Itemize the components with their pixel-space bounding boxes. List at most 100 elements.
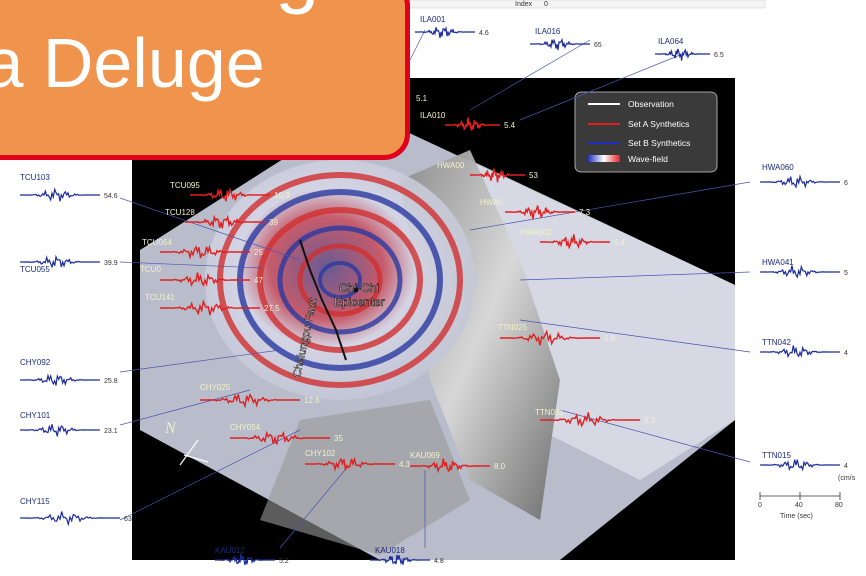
index-strip <box>409 0 766 9</box>
station-amplitude: 4 <box>844 350 848 357</box>
map-station-label: TTN025 <box>498 323 527 332</box>
map-station-amplitude: 2.8 <box>604 334 616 343</box>
station-trace <box>20 187 100 202</box>
map-station-label: TCU095 <box>170 181 200 190</box>
legend-swatch-wavefield <box>588 155 620 162</box>
connector-lines <box>119 29 751 549</box>
map-station-trace <box>160 272 250 287</box>
north-arrow: N <box>164 420 209 466</box>
map-station-amplitude: 39 <box>269 218 278 227</box>
map-station-amplitude: 5.4 <box>614 238 626 247</box>
map-station-label: TCU141 <box>145 293 175 302</box>
scale-unit-label: (cm/s <box>838 475 856 482</box>
legend-item-wavefield: Wave-field <box>628 154 668 164</box>
map-station-amplitude: 10.3 <box>274 191 290 200</box>
station-trace <box>760 459 840 472</box>
station-amplitude: 6.5 <box>714 52 724 59</box>
index-label: Index <box>515 1 533 8</box>
scale-tick-0: 0 <box>758 502 762 509</box>
station-amplitude: 54.6 <box>104 193 118 200</box>
map-station-trace <box>540 234 610 250</box>
map-station-amplitude: 27.5 <box>264 304 280 313</box>
station-trace <box>760 345 840 359</box>
station-amplitude: 6 <box>844 180 848 187</box>
station-label: ILA064 <box>658 37 684 46</box>
legend: Observation Set A Synthetics Set B Synth… <box>574 91 718 173</box>
station-amplitude: 5.2 <box>279 558 289 565</box>
station-trace <box>20 373 100 387</box>
map-station-label: HWA002 <box>520 228 552 237</box>
map-station-amplitude: 35 <box>334 434 343 443</box>
map-station-trace <box>470 168 525 183</box>
map-station-trace <box>540 412 640 428</box>
station-label: KAU012 <box>215 546 245 555</box>
map-station-trace <box>185 214 265 229</box>
north-symbol: N <box>164 420 177 437</box>
station-trace <box>20 424 100 437</box>
banner-line2: ta Deluge <box>0 24 265 102</box>
map-station-trace <box>445 117 500 131</box>
map-station-trace <box>410 458 490 474</box>
station-label: CHY101 <box>20 411 51 420</box>
map-station-trace <box>200 392 300 409</box>
scale-tick-40: 40 <box>795 502 803 509</box>
station-amplitude: 4.6 <box>479 30 489 37</box>
map-station-traces: ILA010 5.4 HWA00 53 HWA0 7.3 HWA002 5.4 TCU095 10… <box>140 94 656 474</box>
fault-line <box>299 239 347 361</box>
station-label: TCU055 <box>20 265 50 274</box>
index-value: 0 <box>544 1 548 8</box>
station-label: CHY115 <box>20 497 50 506</box>
map-station-label: TCU128 <box>165 208 195 217</box>
banner-line1: g <box>275 0 320 17</box>
station-trace <box>760 174 840 189</box>
station-amplitude: 39.9 <box>104 260 118 267</box>
map-station-label: CHY102 <box>305 449 336 458</box>
station-amplitude: 5 <box>844 270 848 277</box>
scale-tick-80: 80 <box>835 502 843 509</box>
scale-time-label: Time (sec) <box>780 513 813 520</box>
map-station-label: HWA0 <box>480 198 503 207</box>
map-station-label: CHY054 <box>230 423 261 432</box>
station-trace <box>415 25 475 38</box>
map-station-label: TCU0 <box>140 265 161 274</box>
legend-item-observation: Observation <box>628 99 674 109</box>
station-amplitude: 65 <box>594 42 602 49</box>
map-station-amplitude: 4.3 <box>399 460 411 469</box>
map-station-trace <box>160 299 260 316</box>
station-trace <box>20 254 100 269</box>
station-label: ILA016 <box>535 27 561 36</box>
map-station-amplitude: 5.3 <box>644 416 656 425</box>
time-scale: 0 40 80 Time (sec) (cm/s <box>758 475 856 520</box>
station-label: KAU018 <box>375 546 405 555</box>
epicenter-line2: Epicenter <box>334 295 385 309</box>
title-banner: g ta Deluge <box>0 0 410 160</box>
station-label: HWA060 <box>762 163 794 172</box>
map-station-label: KAU069 <box>410 451 440 460</box>
map-station-label: CHY025 <box>200 383 231 392</box>
station-amplitude: 25.8 <box>104 378 118 385</box>
station-trace <box>655 48 710 61</box>
map-station-amplitude: 5.1 <box>416 94 428 103</box>
map-station-trace <box>305 456 395 472</box>
map-station-label: ILA010 <box>420 111 446 120</box>
station-trace <box>20 511 120 527</box>
map-station-amplitude: 8.0 <box>494 462 506 471</box>
station-amplitude: 23.1 <box>104 428 118 435</box>
map-station-trace <box>190 187 270 202</box>
station-label: TTN015 <box>762 451 791 460</box>
epicenter-line1: Chi-Chi <box>339 281 379 295</box>
map-station-amplitude: 25 <box>254 248 263 257</box>
map-station-amplitude: 5.4 <box>504 121 516 130</box>
map-station-amplitude: 53 <box>529 171 538 180</box>
map-station-amplitude: 12.6 <box>304 396 320 405</box>
station-label: TCU103 <box>20 173 50 182</box>
map-station-trace <box>500 329 600 346</box>
station-amplitude: 4 <box>844 463 848 470</box>
legend-item-set-a: Set A Synthetics <box>628 119 689 129</box>
map-station-trace <box>160 244 250 260</box>
map-station-trace <box>505 205 575 220</box>
epicenter-marker <box>353 287 359 293</box>
station-label: TTN042 <box>762 338 791 347</box>
